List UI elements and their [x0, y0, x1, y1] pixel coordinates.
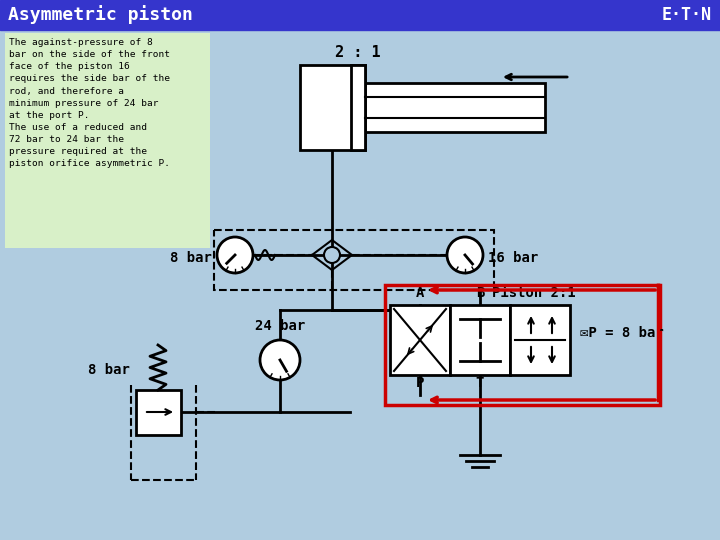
Text: 8 bar: 8 bar — [170, 251, 212, 265]
Bar — [351, 65, 365, 150]
Text: 24 bar: 24 bar — [255, 319, 305, 333]
Circle shape — [260, 340, 300, 380]
Bar — [390, 305, 450, 375]
Text: A: A — [416, 286, 424, 300]
Bar — [385, 285, 660, 405]
Bar — [365, 83, 545, 132]
Text: ✉P = 8 bar: ✉P = 8 bar — [580, 326, 664, 340]
Text: 2 : 1: 2 : 1 — [336, 45, 381, 60]
Text: B: B — [476, 286, 484, 300]
Text: P: P — [416, 376, 424, 390]
Circle shape — [447, 237, 483, 273]
Bar — [450, 305, 510, 375]
Bar — [300, 65, 365, 150]
Text: T: T — [476, 376, 484, 390]
Text: Asymmetric piston: Asymmetric piston — [8, 5, 193, 24]
Text: 16 bar: 16 bar — [488, 251, 539, 265]
Bar — [0, 0, 720, 30]
Text: The against-pressure of 8
bar on the side of the front
face of the piston 16
req: The against-pressure of 8 bar on the sid… — [9, 38, 170, 168]
Bar — [5, 33, 210, 248]
Text: Piston 2:1: Piston 2:1 — [492, 286, 576, 300]
Bar — [136, 390, 181, 435]
Circle shape — [324, 247, 340, 263]
Text: E·T·N: E·T·N — [662, 6, 712, 24]
Bar — [214, 230, 494, 290]
Text: 8 bar: 8 bar — [88, 363, 130, 377]
Circle shape — [217, 237, 253, 273]
Bar — [510, 305, 570, 375]
